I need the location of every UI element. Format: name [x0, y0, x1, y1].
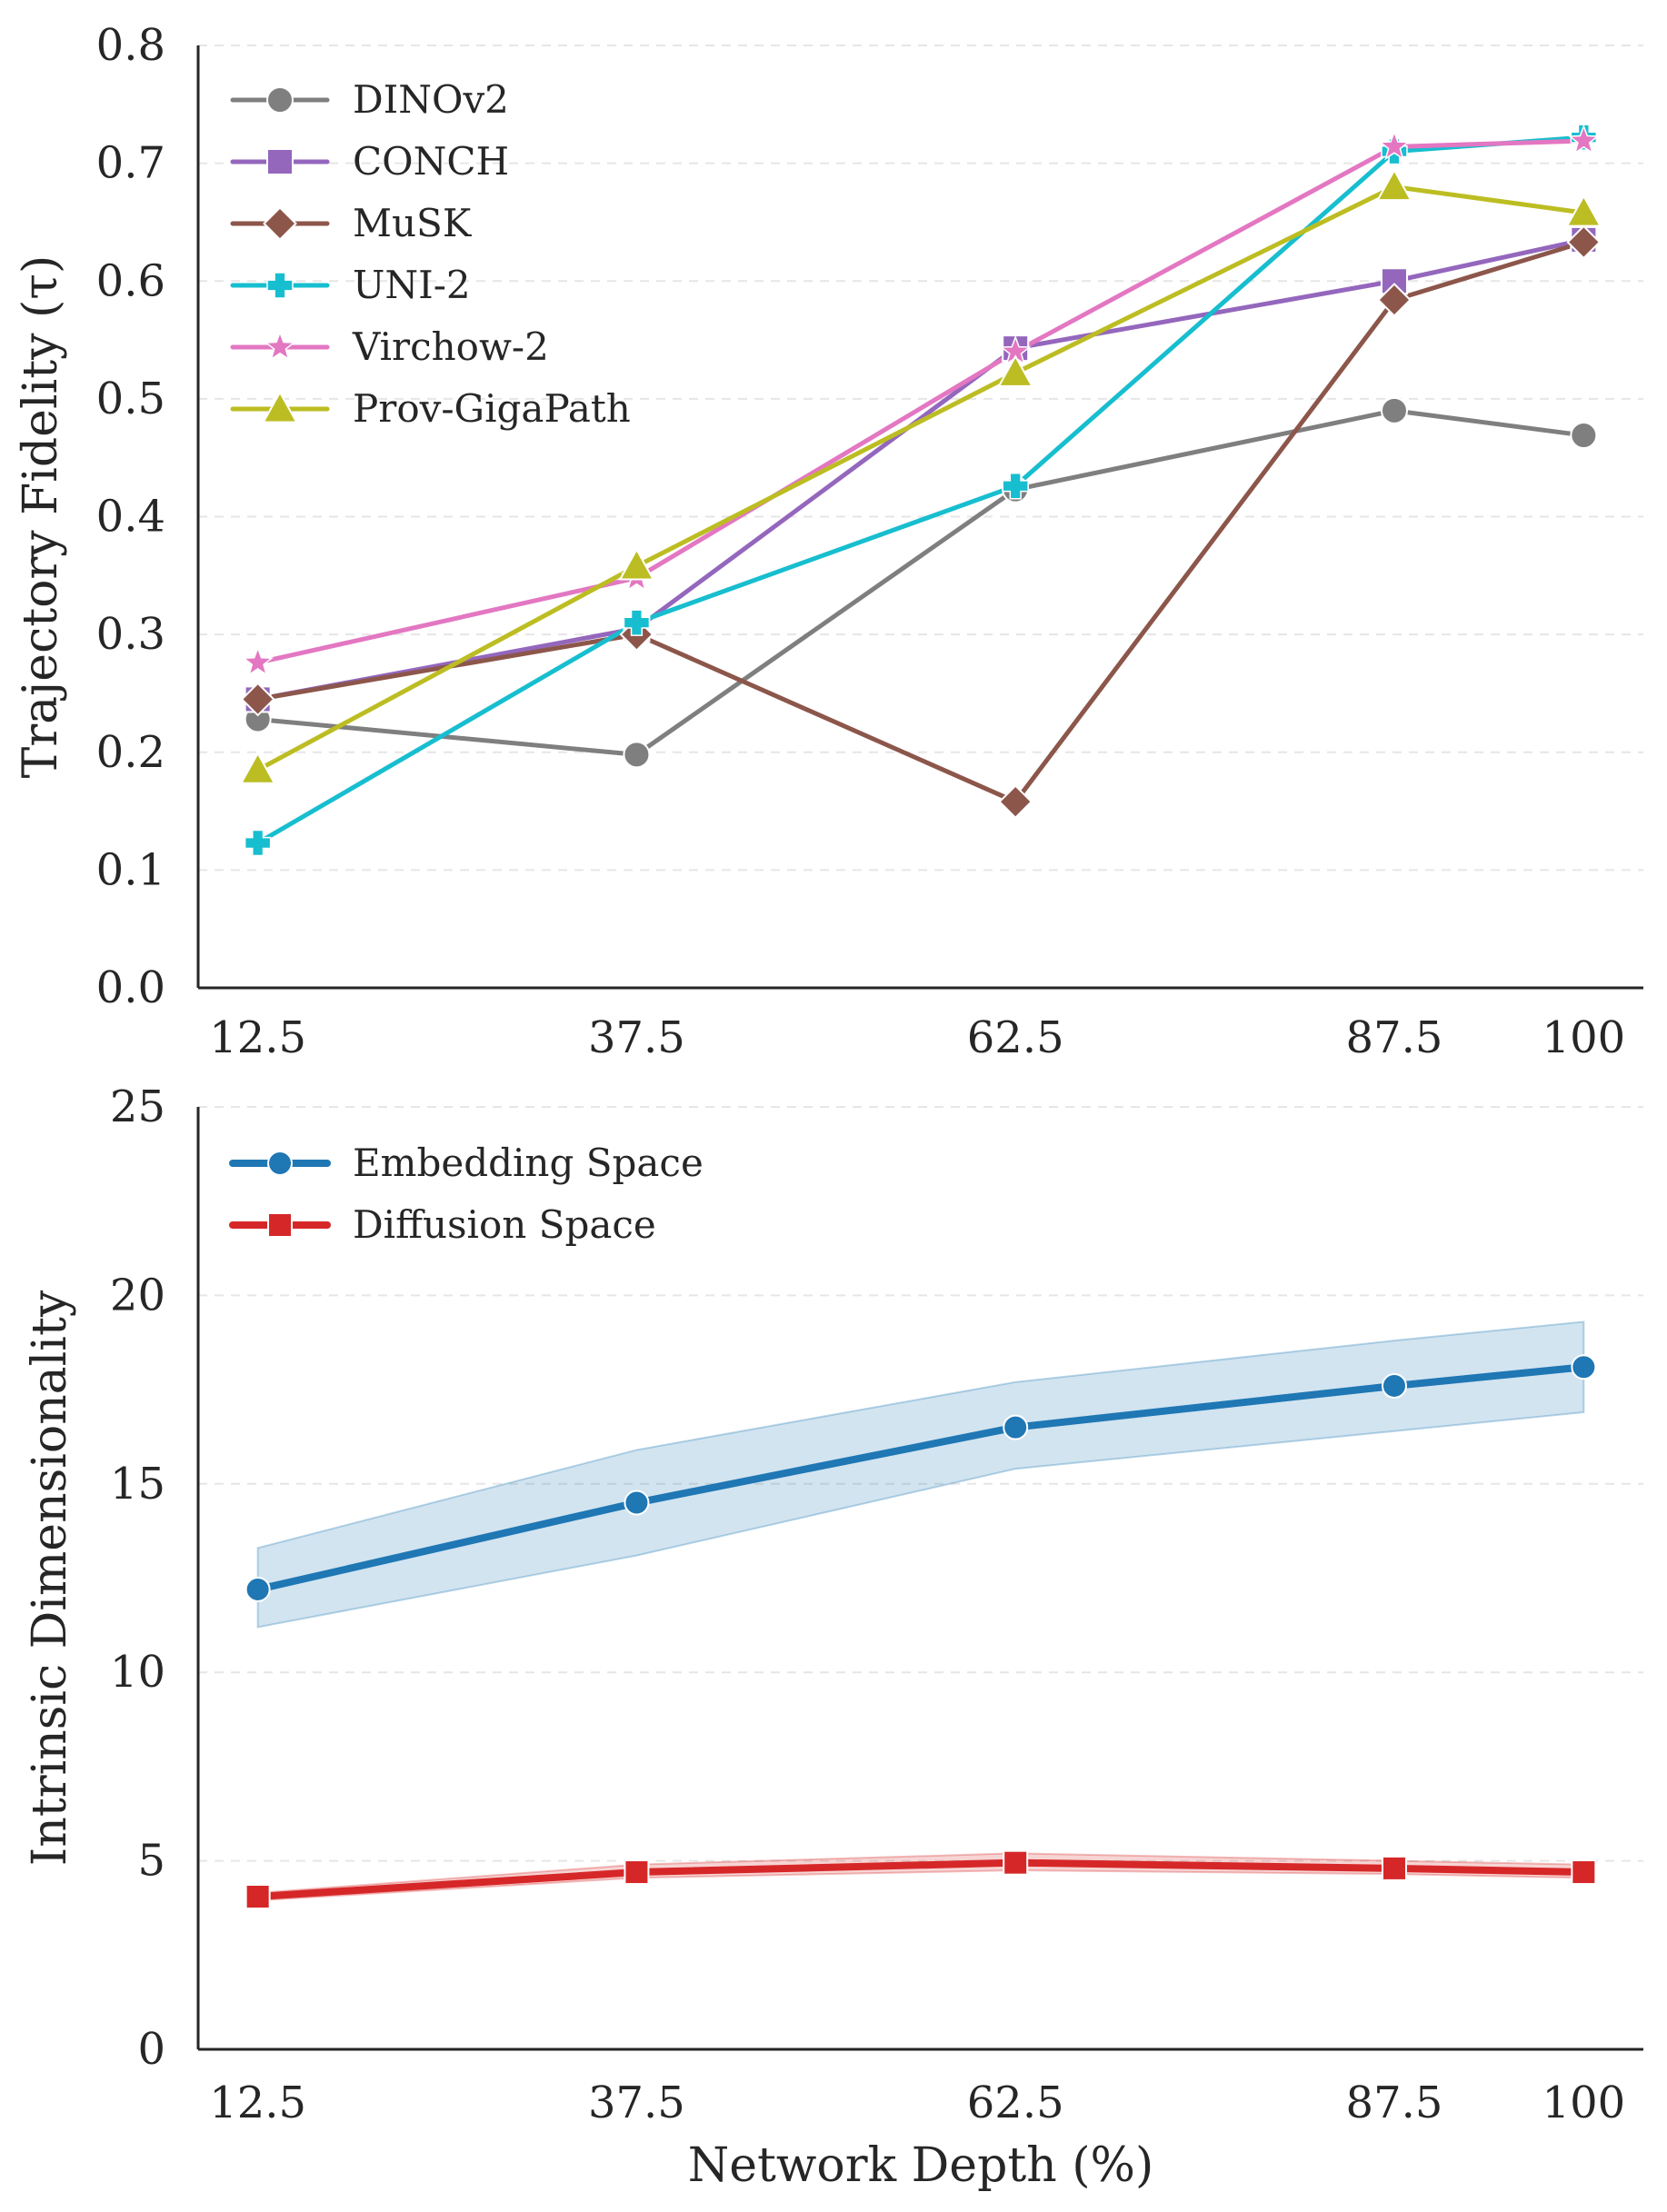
grid-lines — [198, 45, 1643, 872]
legend-item-prov-gigapath: Prov-GigaPath — [230, 386, 631, 431]
embedding-space-point — [245, 1576, 271, 1602]
y-tick-label: 0.0 — [96, 962, 165, 1013]
y-tick-label: 15 — [110, 1459, 165, 1510]
x-tick-label: 62.5 — [967, 2077, 1064, 2128]
dinov2-point — [1380, 396, 1408, 424]
embedding-space-point — [1003, 1414, 1029, 1440]
legend-label: MuSK — [353, 201, 473, 245]
x-tick-label: 12.5 — [209, 2077, 306, 2128]
x-tick-label: 100 — [1542, 2077, 1626, 2128]
dinov2-line — [255, 408, 1586, 757]
dinov2-point — [623, 741, 651, 769]
embedding-space-point — [1571, 1354, 1597, 1380]
dinov2-point — [1570, 422, 1598, 450]
x-tick-label: 87.5 — [1346, 1012, 1443, 1063]
uni-2-point — [623, 609, 651, 636]
legend-item-dinov2: DINOv2 — [230, 77, 509, 122]
legend-label: CONCH — [353, 139, 509, 184]
embedding-space-point — [1381, 1372, 1407, 1399]
legend: DINOv2 CONCH MuSK UNI-2 Virchow-2 Prov-GigaPa… — [230, 77, 631, 431]
legend-marker — [262, 390, 298, 423]
y-axis-title: Trajectory Fidelity (τ) — [14, 255, 68, 779]
embedding-space-markers — [245, 1354, 1597, 1602]
legend-marker — [266, 272, 294, 299]
uni-2-point — [1002, 473, 1029, 500]
y-tick-label: 0.7 — [96, 138, 165, 189]
musk-point — [998, 784, 1033, 820]
trajectory-fidelity-chart: 0.0 0.1 0.2 0.3 0.4 0.5 0.6 0.7 0.8 12.5 37.5 62.5 8… — [14, 20, 1643, 1063]
legend-label: Prov-GigaPath — [353, 386, 631, 431]
legend: Embedding Space Diffusion Space — [229, 1141, 704, 1247]
prov-gigapath-point — [239, 751, 276, 784]
legend-item-conch: CONCH — [230, 139, 509, 184]
x-axis-title: Network Depth (%) — [688, 2138, 1154, 2193]
legend-marker — [267, 1151, 293, 1176]
legend-item-musk: MuSK — [230, 201, 473, 245]
y-tick-label: 0.3 — [96, 609, 165, 660]
y-tick-label: 25 — [110, 1081, 165, 1132]
uni-2-point — [244, 829, 272, 857]
legend-marker — [266, 86, 294, 114]
musk-point — [1377, 283, 1412, 317]
diffusion-space-markers — [245, 1849, 1597, 1910]
diffusion-space-point — [245, 1884, 271, 1910]
y-tick-label: 5 — [137, 1836, 165, 1887]
virchow-2-point — [242, 645, 275, 677]
x-tick-label: 100 — [1542, 1012, 1626, 1063]
embedding-space-confidence-band — [256, 1320, 1585, 1629]
embedding-space-point — [624, 1490, 650, 1516]
legend-label: Diffusion Space — [353, 1202, 656, 1247]
virchow-2-point — [1378, 130, 1411, 161]
x-tick-label: 62.5 — [967, 1012, 1064, 1063]
y-tick-label: 0.2 — [96, 727, 165, 778]
dinov2-markers — [244, 396, 1598, 769]
legend-item-virchow-2: Virchow-2 — [230, 324, 549, 369]
prov-gigapath-point — [1565, 194, 1602, 227]
legend-item-embedding-space: Embedding Space — [229, 1141, 704, 1185]
y-tick-label: 20 — [110, 1270, 165, 1320]
diffusion-space-point — [1381, 1855, 1407, 1881]
diffusion-space-point — [1571, 1859, 1597, 1886]
prov-gigapath-point — [997, 354, 1034, 387]
legend-marker — [263, 206, 297, 241]
grid-lines — [198, 1106, 1643, 1862]
y-tick-label: 0.4 — [96, 492, 165, 543]
prov-gigapath-point — [618, 547, 655, 581]
diffusion-space-point — [1003, 1849, 1029, 1876]
x-tick-label: 12.5 — [209, 1012, 306, 1063]
y-tick-label: 0 — [137, 2024, 165, 2075]
legend-label: UNI-2 — [353, 263, 471, 307]
y-tick-label: 0.5 — [96, 374, 165, 424]
legend-item-diffusion-space: Diffusion Space — [229, 1202, 656, 1247]
x-tick-label: 87.5 — [1346, 2077, 1443, 2128]
legend-marker — [267, 1212, 293, 1238]
musk-point — [1566, 224, 1602, 260]
legend-label: DINOv2 — [353, 77, 509, 122]
musk-point — [240, 682, 275, 717]
y-tick-label: 0.8 — [96, 20, 165, 71]
legend-label: Virchow-2 — [352, 324, 549, 369]
legend-item-uni-2: UNI-2 — [230, 263, 471, 307]
y-tick-label: 0.1 — [96, 844, 165, 895]
x-tick-label: 37.5 — [588, 2077, 685, 2128]
x-tick-label: 37.5 — [588, 1012, 685, 1063]
prov-gigapath-point — [1376, 168, 1412, 202]
legend-label: Embedding Space — [353, 1141, 704, 1185]
intrinsic-dimensionality-chart: 0 5 10 15 20 25 12.5 37.5 62.5 87.5 100 Intrinsic D… — [23, 1081, 1643, 2193]
y-axis-title: Intrinsic Dimensionality — [23, 1290, 77, 1866]
legend-marker — [264, 330, 296, 361]
virchow-2-point — [1567, 124, 1600, 154]
legend-marker — [266, 148, 294, 175]
diffusion-space-point — [624, 1859, 650, 1886]
y-tick-label: 10 — [110, 1647, 165, 1698]
prov-gigapath-markers — [239, 168, 1602, 784]
y-tick-label: 0.6 — [96, 255, 165, 306]
